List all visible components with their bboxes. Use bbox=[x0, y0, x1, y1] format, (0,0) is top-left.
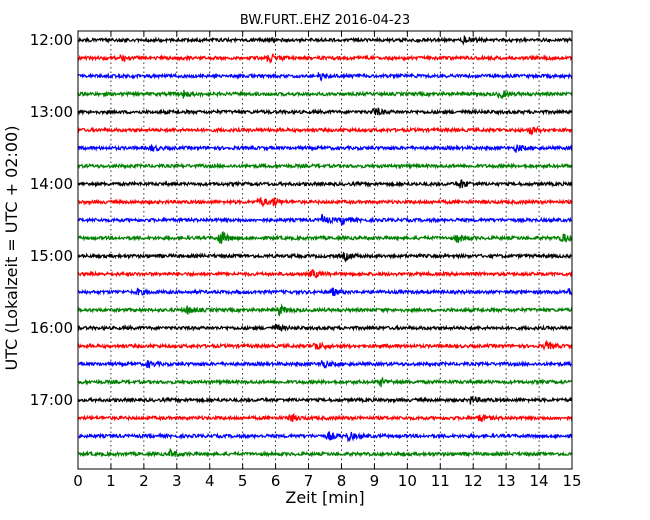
x-tick-label-13: 13 bbox=[497, 472, 516, 490]
y-tick-label-1500: 15:00 bbox=[30, 247, 73, 265]
trace-1415 bbox=[77, 197, 573, 208]
trace-1630 bbox=[77, 359, 573, 369]
plot-frame bbox=[77, 30, 573, 470]
x-tick-label-9: 9 bbox=[370, 472, 380, 490]
trace-1315 bbox=[77, 125, 573, 136]
trace-1430 bbox=[77, 213, 573, 226]
x-tick-label-4: 4 bbox=[205, 472, 215, 490]
trace-1545 bbox=[77, 303, 573, 317]
trace-1715 bbox=[77, 412, 573, 423]
x-tick-label-2: 2 bbox=[139, 472, 149, 490]
x-tick-label-7: 7 bbox=[304, 472, 314, 490]
seismic-traces bbox=[77, 35, 573, 458]
trace-1600 bbox=[77, 323, 573, 332]
y-tick-label-1600: 16:00 bbox=[30, 319, 73, 337]
y-tick-label-1400: 14:00 bbox=[30, 175, 73, 193]
y-axis-label: UTC (Lokalzeit = UTC + 02:00) bbox=[2, 126, 21, 371]
chart-title: BW.FURT..EHZ 2016-04-23 bbox=[240, 13, 410, 28]
trace-1730 bbox=[77, 431, 573, 443]
y-axis-ticks: 12:00 13:00 14:00 15:00 16:00 17:00 bbox=[30, 31, 572, 409]
trace-1230 bbox=[77, 72, 573, 82]
trace-1345 bbox=[77, 162, 573, 170]
y-tick-label-1700: 17:00 bbox=[30, 391, 73, 409]
x-tick-label-1: 1 bbox=[106, 472, 116, 490]
x-tick-label-12: 12 bbox=[464, 472, 483, 490]
trace-1200 bbox=[77, 35, 573, 46]
trace-1615 bbox=[77, 339, 573, 352]
x-tick-label-3: 3 bbox=[172, 472, 182, 490]
x-tick-label-10: 10 bbox=[398, 472, 417, 490]
trace-1245 bbox=[77, 89, 573, 100]
trace-1700 bbox=[77, 396, 573, 405]
x-tick-label-6: 6 bbox=[271, 472, 281, 490]
trace-1400 bbox=[77, 179, 573, 189]
trace-1215 bbox=[77, 53, 573, 65]
trace-1530 bbox=[77, 287, 573, 297]
y-tick-label-1200: 12:00 bbox=[30, 31, 73, 49]
x-axis-label: Zeit [min] bbox=[285, 488, 364, 507]
y-tick-label-1300: 13:00 bbox=[30, 103, 73, 121]
trace-1500 bbox=[77, 251, 573, 263]
trace-1330 bbox=[77, 144, 573, 153]
trace-1515 bbox=[77, 268, 573, 279]
vertical-grid bbox=[110, 31, 540, 469]
trace-1300 bbox=[77, 107, 573, 117]
x-tick-label-8: 8 bbox=[337, 472, 347, 490]
x-tick-label-15: 15 bbox=[562, 472, 581, 490]
trace-1645 bbox=[77, 376, 573, 388]
x-tick-label-11: 11 bbox=[431, 472, 450, 490]
x-axis-ticks: 0 1 2 3 4 5 6 7 8 9 10 11 12 13 14 15 bbox=[73, 31, 582, 490]
trace-1445 bbox=[77, 230, 573, 245]
x-tick-label-0: 0 bbox=[73, 472, 83, 490]
trace-1745 bbox=[77, 448, 573, 458]
x-tick-label-5: 5 bbox=[238, 472, 248, 490]
x-tick-label-14: 14 bbox=[530, 472, 549, 490]
